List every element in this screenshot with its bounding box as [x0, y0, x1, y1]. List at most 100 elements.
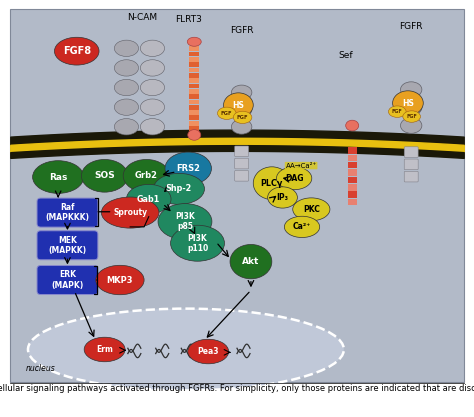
Ellipse shape — [346, 120, 359, 131]
Bar — [189, 116, 200, 120]
Ellipse shape — [55, 37, 99, 65]
FancyBboxPatch shape — [37, 231, 98, 260]
Ellipse shape — [403, 111, 420, 122]
Ellipse shape — [188, 339, 228, 364]
Text: ERK
(MAPK): ERK (MAPK) — [51, 270, 83, 290]
Ellipse shape — [82, 159, 128, 192]
Bar — [189, 83, 200, 88]
Ellipse shape — [187, 37, 201, 46]
Ellipse shape — [231, 119, 252, 134]
FancyBboxPatch shape — [404, 159, 418, 170]
Text: nucleus: nucleus — [26, 364, 56, 373]
Ellipse shape — [231, 85, 252, 100]
Bar — [347, 162, 357, 168]
Ellipse shape — [253, 167, 291, 199]
Ellipse shape — [84, 337, 125, 362]
Ellipse shape — [127, 184, 171, 214]
Bar — [189, 100, 200, 104]
Ellipse shape — [158, 203, 212, 239]
Text: AA→Ca²⁺: AA→Ca²⁺ — [285, 163, 317, 168]
Ellipse shape — [165, 152, 211, 185]
Ellipse shape — [114, 79, 138, 96]
Text: MKP3: MKP3 — [107, 276, 133, 284]
Ellipse shape — [284, 216, 319, 238]
Bar — [189, 94, 200, 99]
Ellipse shape — [140, 99, 164, 116]
Text: Shp-2: Shp-2 — [166, 184, 192, 193]
Text: PLCγ: PLCγ — [261, 178, 283, 188]
Text: Sef: Sef — [339, 51, 354, 60]
Bar — [189, 89, 200, 94]
FancyBboxPatch shape — [235, 171, 248, 181]
Text: FGF: FGF — [221, 111, 233, 116]
Bar — [347, 184, 357, 191]
FancyBboxPatch shape — [404, 171, 418, 182]
Ellipse shape — [140, 40, 164, 56]
Text: FGF: FGF — [392, 109, 402, 114]
Bar — [347, 177, 357, 183]
Text: Intracellular signaling pathways activated through FGFRs. For simplicity, only t: Intracellular signaling pathways activat… — [0, 384, 474, 393]
Ellipse shape — [123, 159, 170, 192]
Bar — [189, 52, 200, 56]
FancyBboxPatch shape — [37, 198, 98, 227]
Ellipse shape — [33, 161, 84, 193]
Bar — [347, 169, 357, 176]
Text: FGFR: FGFR — [400, 22, 423, 31]
Ellipse shape — [140, 60, 164, 76]
Text: FLRT3: FLRT3 — [175, 15, 201, 24]
Ellipse shape — [388, 106, 406, 117]
FancyBboxPatch shape — [10, 10, 464, 382]
FancyBboxPatch shape — [235, 158, 248, 169]
Bar — [189, 62, 200, 67]
Ellipse shape — [154, 173, 204, 204]
Text: FRS2: FRS2 — [176, 164, 200, 173]
Text: Gab1: Gab1 — [137, 195, 160, 203]
Ellipse shape — [114, 118, 138, 135]
Ellipse shape — [114, 60, 138, 76]
Ellipse shape — [96, 265, 144, 295]
FancyBboxPatch shape — [235, 146, 248, 157]
Text: HS: HS — [402, 98, 414, 108]
Text: Ras: Ras — [49, 173, 67, 181]
Bar — [347, 147, 357, 154]
Ellipse shape — [231, 102, 252, 117]
Text: Pea3: Pea3 — [198, 347, 219, 356]
Ellipse shape — [293, 198, 330, 221]
Ellipse shape — [268, 187, 297, 208]
Bar — [347, 198, 357, 205]
Text: Sprouty: Sprouty — [113, 208, 147, 217]
Text: Grb2: Grb2 — [135, 171, 158, 180]
Ellipse shape — [114, 40, 138, 56]
Bar — [189, 46, 200, 51]
Ellipse shape — [401, 100, 422, 116]
Text: FGF: FGF — [237, 115, 248, 120]
Ellipse shape — [114, 99, 138, 116]
Text: DAG: DAG — [285, 174, 303, 183]
Ellipse shape — [101, 197, 159, 228]
Text: Erm: Erm — [96, 345, 113, 354]
FancyBboxPatch shape — [37, 266, 98, 294]
Text: Raf
(MAPKKK): Raf (MAPKKK) — [46, 203, 90, 222]
FancyBboxPatch shape — [404, 147, 418, 158]
Ellipse shape — [140, 79, 164, 96]
Text: MEK
(MAPKK): MEK (MAPKK) — [48, 236, 87, 255]
Ellipse shape — [188, 130, 201, 140]
Text: PI3K
p110: PI3K p110 — [187, 234, 208, 253]
Bar — [189, 105, 200, 110]
Text: Akt: Akt — [242, 257, 260, 266]
Ellipse shape — [28, 309, 344, 390]
Bar — [347, 155, 357, 161]
Text: PKC: PKC — [303, 205, 320, 214]
Bar — [189, 68, 200, 73]
Text: IP₃: IP₃ — [276, 193, 289, 202]
Bar — [189, 78, 200, 83]
Text: Ca²⁺: Ca²⁺ — [293, 222, 311, 231]
Ellipse shape — [218, 107, 236, 119]
Ellipse shape — [276, 167, 312, 190]
Text: N-CAM: N-CAM — [127, 13, 157, 22]
Bar — [347, 191, 357, 198]
Ellipse shape — [401, 82, 422, 97]
Ellipse shape — [401, 118, 422, 133]
Ellipse shape — [171, 225, 225, 261]
Bar — [189, 126, 200, 131]
